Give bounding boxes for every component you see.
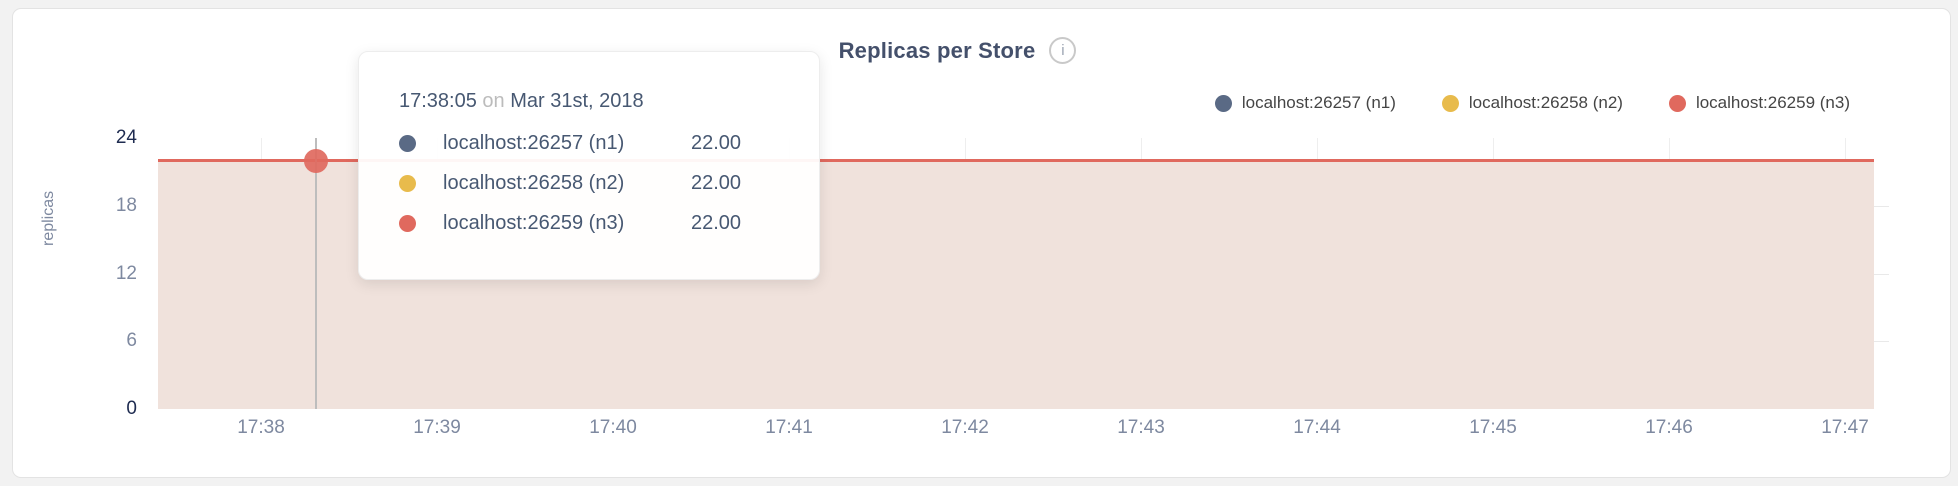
info-icon[interactable]: i xyxy=(1049,37,1077,64)
x-tick-label: 17:39 xyxy=(413,417,461,438)
tooltip-rows: localhost:26257 (n1) 22.00 localhost:26258… xyxy=(399,123,779,243)
chart-tooltip: 17:38:05 on Mar 31st, 2018 localhost:262… xyxy=(358,51,820,280)
x-tick-label: 17:38 xyxy=(237,417,285,438)
x-tick-label: 17:47 xyxy=(1821,417,1869,438)
y-tick-label: 24 xyxy=(115,127,137,148)
tooltip-time: 17:38:05 xyxy=(399,90,477,112)
tooltip-series-value: 22.00 xyxy=(691,171,742,194)
hover-point-icon xyxy=(304,148,328,173)
hover-guideline[interactable] xyxy=(315,138,317,409)
tooltip-series-label: localhost:26259 (n3) xyxy=(443,211,625,234)
tooltip-series-value: 22.00 xyxy=(691,131,742,154)
legend-item: localhost:26258 (n2) xyxy=(1441,93,1623,113)
x-tick-label: 17:46 xyxy=(1645,417,1693,438)
tooltip-conjunction: on xyxy=(482,90,505,112)
x-tick-label: 17:45 xyxy=(1469,417,1517,438)
x-tick-label: 17:41 xyxy=(765,417,813,438)
legend-item-label: localhost:26259 (n3) xyxy=(1695,93,1850,112)
series-line xyxy=(158,159,1874,163)
chart-legend: localhost:26257 (n1) localhost:26258 (n2)… xyxy=(1214,93,1850,113)
chart-title: Replicas per Store xyxy=(838,37,1036,63)
legend-item-label: localhost:26258 (n2) xyxy=(1468,93,1623,112)
tooltip-series-value: 22.00 xyxy=(691,211,742,234)
y-tick-label: 12 xyxy=(115,262,137,284)
legend-dot-icon xyxy=(1668,94,1686,112)
tooltip-header: 17:38:05 on Mar 31st, 2018 xyxy=(399,90,779,113)
tooltip-date: Mar 31st, 2018 xyxy=(510,90,644,112)
legend-dot-icon xyxy=(1441,94,1459,112)
tooltip-row: localhost:26257 (n1) 22.00 xyxy=(399,123,779,163)
tooltip-series-dot-icon xyxy=(399,214,416,232)
x-tick-label: 17:40 xyxy=(589,417,637,438)
y-tick-label: 18 xyxy=(115,194,137,216)
x-tick-label: 17:44 xyxy=(1293,417,1341,438)
tooltip-series-dot-icon xyxy=(399,134,416,152)
x-tick-label: 17:43 xyxy=(1117,417,1165,438)
legend-item-label: localhost:26257 (n1) xyxy=(1241,93,1396,112)
tooltip-series-label: localhost:26258 (n2) xyxy=(443,171,625,194)
y-tick-label: 6 xyxy=(126,330,137,352)
legend-item: localhost:26257 (n1) xyxy=(1214,93,1396,113)
y-tick-label: 0 xyxy=(126,398,137,419)
legend-dot-icon xyxy=(1214,94,1232,112)
tooltip-series-label: localhost:26257 (n1) xyxy=(443,131,625,154)
tooltip-row: localhost:26259 (n3) 22.00 xyxy=(399,203,779,243)
y-axis-label: replicas xyxy=(40,190,57,246)
chart-header: Replicas per Store i xyxy=(0,37,1926,64)
legend-item: localhost:26259 (n3) xyxy=(1668,93,1850,113)
metric-card: Replicas per Store i localhost:26257 (n1… xyxy=(12,8,1951,478)
tooltip-series-dot-icon xyxy=(399,174,416,192)
tooltip-row: localhost:26258 (n2) 22.00 xyxy=(399,163,779,203)
x-tick-label: 17:42 xyxy=(941,417,989,438)
